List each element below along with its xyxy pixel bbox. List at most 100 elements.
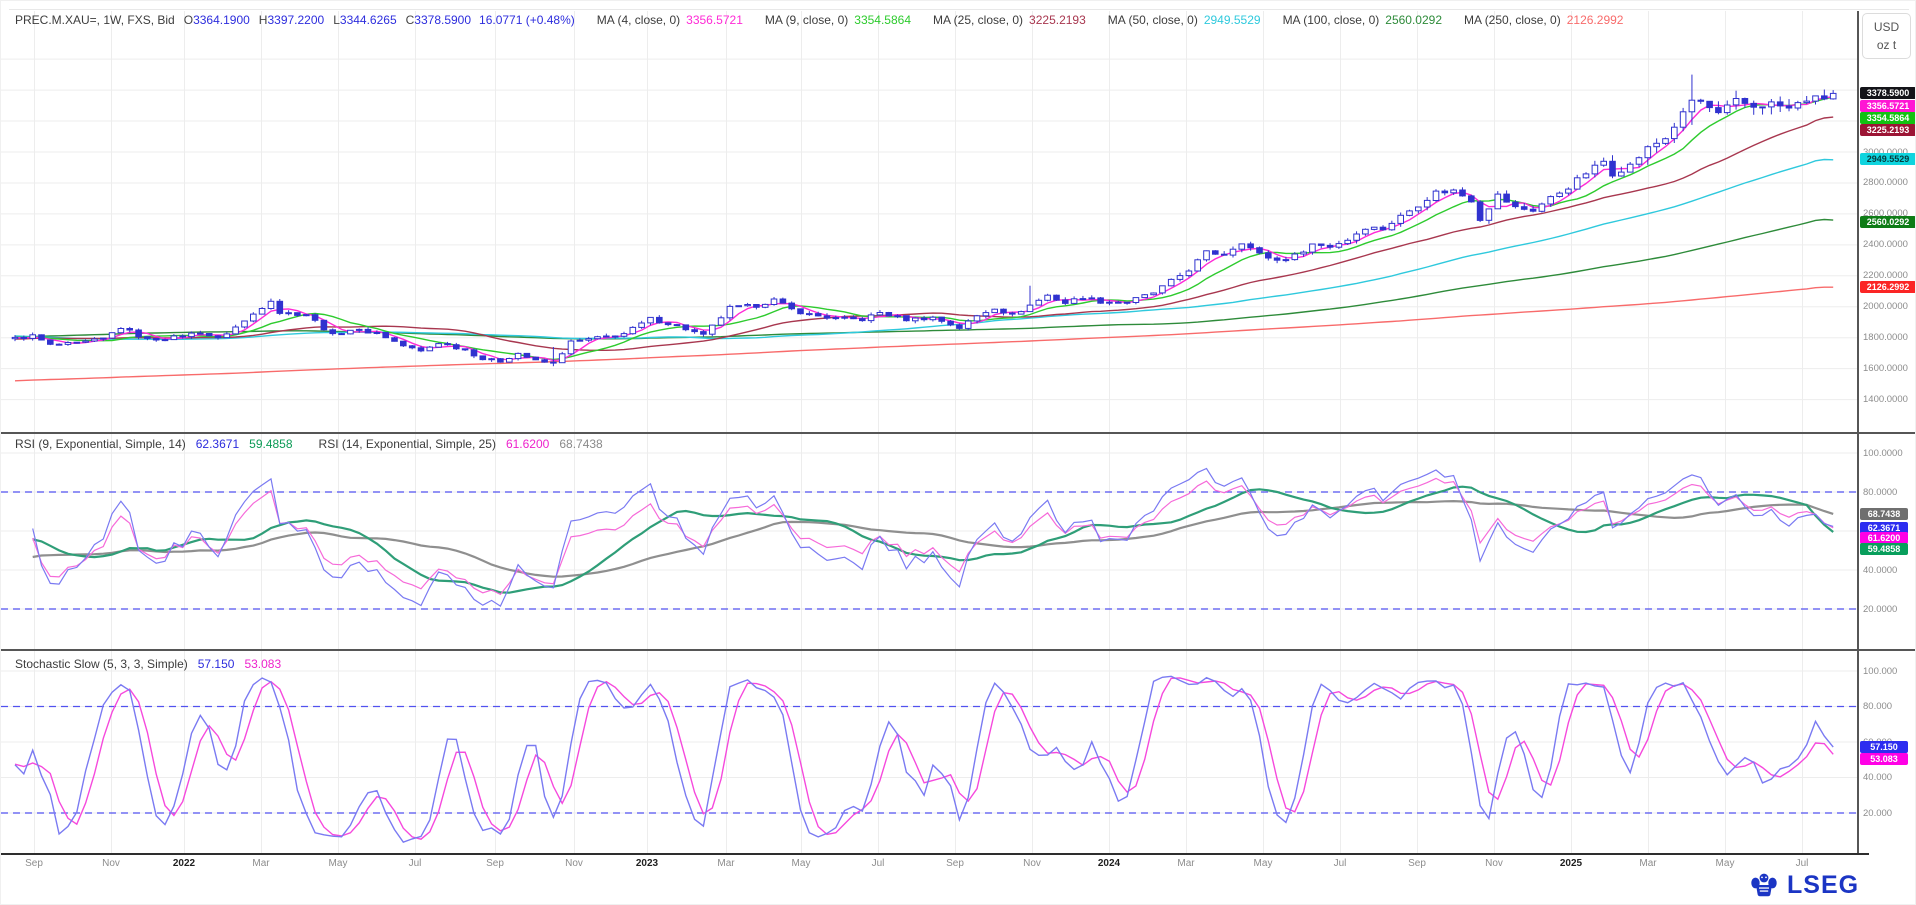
rsi-tick-label: 20.0000 [1863, 603, 1898, 615]
rsi-badge: 68.7438 [1860, 508, 1908, 520]
price-axis[interactable] [1859, 11, 1915, 853]
panel-divider-main-rsi[interactable] [1, 432, 1915, 434]
ma-legend-value: 3356.5721 [686, 13, 743, 27]
price-badge: 3354.5864 [1860, 112, 1915, 124]
stoch-badge: 53.083 [1860, 753, 1908, 765]
rsi-legend-value: 62.3671 [195, 437, 240, 451]
price-badge: 3225.2193 [1860, 124, 1915, 136]
ohlc-values: O3364.1900 H3397.2200 L3344.6265 C3378.5900 [175, 13, 471, 27]
price-axis-border [1857, 11, 1859, 855]
rsi-series[interactable] [32, 467, 1834, 607]
ma-legend-value: 3225.2193 [1029, 13, 1086, 27]
price-tick-label: 2200.0000 [1863, 270, 1908, 282]
date-label: Sep [946, 858, 964, 869]
date-label: May [791, 858, 811, 869]
date-label: Sep [486, 858, 504, 869]
date-label: Jul [1333, 858, 1347, 869]
date-label: May [1253, 858, 1273, 869]
ma-legend-item: MA (250, close, 0) 2126.2992 [1464, 13, 1623, 27]
price-badge: 2560.0292 [1860, 216, 1915, 228]
price-tick-label: 1600.0000 [1863, 363, 1908, 375]
date-label: Nov [565, 858, 583, 869]
date-label: Mar [717, 858, 735, 869]
date-label: May [328, 858, 348, 869]
rsi-legend-value: 68.7438 [559, 437, 603, 451]
ma-legend-values: MA (4, close, 0) 3356.5721 MA (9, close, 0… [575, 13, 1624, 27]
ma-legend-item: MA (25, close, 0) 3225.2193 [933, 13, 1086, 27]
ohlc-value: 3344.6265 [339, 13, 397, 27]
ma-legend-item: MA (9, close, 0) 3354.5864 [765, 13, 911, 27]
stoch-legend-value: 53.083 [244, 657, 282, 671]
stoch-tick-label: 40.000 [1863, 772, 1893, 783]
lseg-logo: LSEG [1749, 870, 1859, 900]
price-tick-label: 1800.0000 [1863, 332, 1908, 344]
stoch-tick-label: 100.000 [1863, 665, 1898, 677]
date-label: 2024 [1097, 858, 1121, 869]
date-label: Sep [1408, 858, 1426, 869]
ohlc-key: C [405, 13, 415, 27]
price-tick-label: 2400.0000 [1863, 239, 1908, 251]
rsi-tick-label: 80.0000 [1863, 486, 1898, 498]
ohlc-key: L [333, 13, 340, 27]
axis-unit-currency: USD [1873, 20, 1900, 34]
rsi-tick-label: 100.0000 [1863, 447, 1903, 459]
rsi-legend-value: 59.4858 [249, 437, 293, 451]
price-badge: 2126.2992 [1860, 281, 1915, 293]
rsi-legend-group: RSI (9, Exponential, Simple, 14) 62.3671 5… [15, 437, 293, 451]
stoch-tick-label: 20.000 [1863, 807, 1893, 819]
rsi-tick-label: 40.0000 [1863, 564, 1898, 576]
time-axis-border [1, 853, 1869, 855]
ma-legend-item: MA (4, close, 0) 3356.5721 [597, 13, 743, 27]
ma-legend-label: MA (25, close, 0) [933, 13, 1024, 27]
rsi-badge: 61.6200 [1860, 532, 1908, 544]
stoch-legend-value: 57.150 [197, 657, 235, 671]
ohlc-key: O [183, 13, 194, 27]
stoch-legend-label: Stochastic Slow (5, 3, 3, Simple) [15, 657, 188, 671]
candlestick-series[interactable] [11, 74, 1837, 367]
price-badge: 2949.5529 [1860, 153, 1915, 165]
date-label: Jul [408, 858, 422, 869]
date-label: Nov [102, 858, 120, 869]
panel-divider-rsi-stoch[interactable] [1, 649, 1915, 651]
date-label: Jul [1795, 858, 1809, 869]
ohlc-item: H3397.2200 [259, 13, 324, 27]
price-badge: 3356.5721 [1860, 100, 1915, 112]
date-label: Mar [1177, 858, 1195, 869]
axis-unit-box: USD oz t [1862, 13, 1911, 59]
ohlc-item: C3378.5900 [406, 13, 471, 27]
main-legend[interactable]: PREC.M.XAU=, 1W, FXS, Bid O3364.1900 H339… [15, 13, 1623, 27]
date-label: Jul [871, 858, 885, 869]
rsi-legend-value: 61.6200 [505, 437, 550, 451]
date-label: Sep [25, 858, 43, 869]
rsi-legend[interactable]: RSI (9, Exponential, Simple, 14) 62.3671 5… [15, 437, 603, 451]
ohlc-value: 3378.5900 [414, 13, 472, 27]
ohlc-value: 3364.1900 [193, 13, 250, 27]
price-tick-label: 2800.0000 [1863, 177, 1908, 189]
lseg-logo-text: LSEG [1787, 870, 1860, 899]
ma-legend-label: MA (100, close, 0) [1282, 13, 1380, 27]
ohlc-value: 3397.2200 [267, 13, 325, 27]
lseg-crest-icon [1751, 873, 1777, 897]
price-tick-label: 2000.0000 [1863, 301, 1908, 313]
date-label: Mar [1639, 858, 1657, 869]
rsi-legend-label: RSI (14, Exponential, Simple, 25) [318, 437, 496, 451]
stoch-series[interactable] [14, 675, 1834, 844]
stoch-legend-values: 57.150 53.083 [188, 657, 281, 671]
stoch-legend[interactable]: Stochastic Slow (5, 3, 3, Simple) 57.150… [15, 657, 281, 671]
date-label: Mar [252, 858, 270, 869]
ma-legend-label: MA (9, close, 0) [764, 13, 849, 27]
price-badge: 3378.5900 [1860, 87, 1915, 99]
ma-legend-label: MA (50, close, 0) [1107, 13, 1198, 27]
widget-top-border [9, 9, 1909, 10]
instrument-title: PREC.M.XAU=, 1W, FXS, Bid [15, 13, 175, 27]
price-tick-label: 2600.0000 [1863, 208, 1908, 220]
threshold-lines [1, 491, 1857, 814]
ohlc-item: L3344.6265 [333, 13, 396, 27]
price-tick-label: 3000.0000 [1863, 146, 1908, 158]
ohlc-item: O3364.1900 [184, 13, 250, 27]
rsi-badge: 59.4858 [1860, 543, 1908, 555]
rsi-badge: 62.3671 [1860, 522, 1908, 534]
ma-legend-value: 2126.2992 [1566, 13, 1624, 27]
